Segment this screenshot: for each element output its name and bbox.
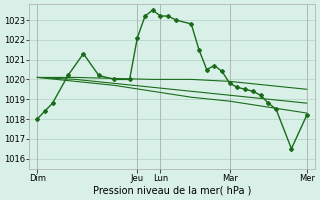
X-axis label: Pression niveau de la mer( hPa ): Pression niveau de la mer( hPa ) [93, 186, 251, 196]
